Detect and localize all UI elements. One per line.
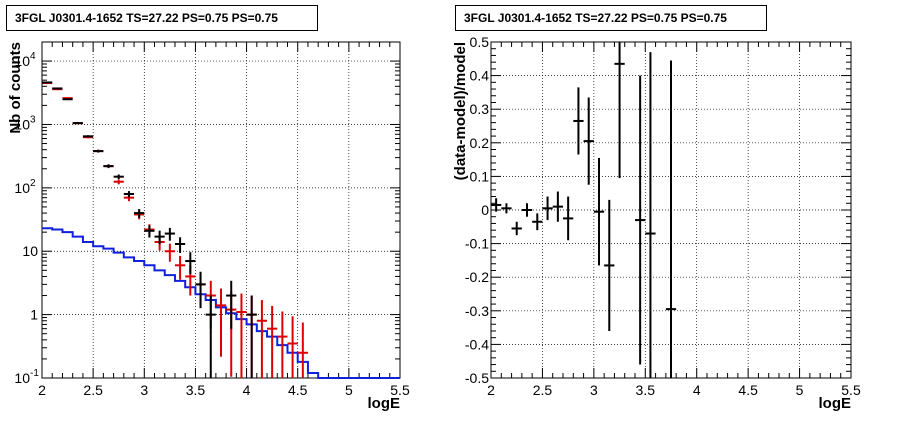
data-point xyxy=(93,149,104,153)
model-point xyxy=(236,293,247,378)
model-point xyxy=(174,255,186,280)
data-point xyxy=(123,191,135,198)
data-point xyxy=(72,122,83,125)
data-point xyxy=(226,280,237,330)
residual-point xyxy=(604,199,615,331)
residual-point xyxy=(573,87,584,155)
x-tick-label: 2 xyxy=(487,382,495,398)
x-tick-label: 2.5 xyxy=(533,382,553,398)
residual-point xyxy=(511,221,522,236)
data-point xyxy=(82,135,94,138)
y-axis-title: Nb of counts xyxy=(7,42,24,134)
y-tick-label: -0.2 xyxy=(465,269,489,285)
x-tick-label: 3 xyxy=(140,382,148,398)
model-point xyxy=(277,311,288,378)
x-tick-label: 5.5 xyxy=(841,382,861,398)
residual-point xyxy=(614,42,625,179)
residual-point xyxy=(542,196,553,221)
x-tick-label: 4 xyxy=(693,382,701,398)
y-tick-label: 0.5 xyxy=(470,34,490,50)
y-tick-label: 1 xyxy=(30,307,38,323)
y-tick-label: 0.1 xyxy=(470,168,490,184)
y-tick-label: 10 xyxy=(14,370,30,386)
data-point xyxy=(195,271,206,309)
residual-point xyxy=(645,52,656,378)
data-point xyxy=(62,98,73,101)
x-tick-label: 4.5 xyxy=(288,382,308,398)
y-tick-label: 0 xyxy=(481,202,489,218)
model-point xyxy=(215,288,227,357)
x-tick-label: 2.5 xyxy=(83,382,103,398)
model-point xyxy=(287,316,298,378)
x-tick-label: 5 xyxy=(796,382,804,398)
residual-point xyxy=(521,203,533,217)
y-tick-label: 10 xyxy=(14,53,30,69)
residual-point xyxy=(532,213,543,231)
x-tick-label: 4.5 xyxy=(738,382,758,398)
residuals-panel: 2 2.5 3 3.5 4 4.5 5 5.5 -0.5 -0.4 -0.3 -0.2 -0.1 0 0.1… xyxy=(449,0,898,421)
y-tick-label: 10 xyxy=(14,180,30,196)
plot-frame xyxy=(41,41,401,379)
residual-point xyxy=(635,75,646,365)
y-axis-title: (data-model)/model xyxy=(452,42,469,180)
y-tick-label: 0.2 xyxy=(470,135,490,151)
x-tick-label: 5 xyxy=(345,382,353,398)
y-tick-label: -0.4 xyxy=(465,336,489,352)
data-point xyxy=(154,230,165,245)
y-tick-exponent: 2 xyxy=(30,178,36,189)
data-point xyxy=(42,81,53,84)
x-axis-title: logE xyxy=(819,395,852,412)
x-tick-label: 3.5 xyxy=(186,382,206,398)
data-point xyxy=(113,174,124,180)
y-tick-label: 0.4 xyxy=(470,68,490,84)
y-tick-label: 10 xyxy=(22,243,38,259)
data-point xyxy=(164,227,175,241)
data-point xyxy=(185,252,196,275)
y-tick-label: -0.1 xyxy=(465,236,489,252)
data-point xyxy=(134,209,145,218)
data-point xyxy=(174,237,186,253)
x-tick-label: 2 xyxy=(38,382,46,398)
model-point xyxy=(113,179,124,185)
residual-point xyxy=(583,97,594,185)
model-point xyxy=(256,300,268,378)
x-tick-label: 3 xyxy=(590,382,598,398)
y-tick-label: 0.3 xyxy=(470,101,490,117)
y-tick-label: -0.3 xyxy=(465,303,489,319)
y-tick-exponent: -1 xyxy=(30,368,39,379)
y-tick-exponent: 3 xyxy=(30,114,36,125)
residual-point xyxy=(501,203,512,214)
data-point xyxy=(144,225,155,238)
x-axis-title: logE xyxy=(368,395,401,412)
y-tick-label: 10 xyxy=(14,116,30,132)
x-tick-label: 5.5 xyxy=(390,382,410,398)
residuals-chart: 2 2.5 3 3.5 4 4.5 5 5.5 -0.5 -0.4 -0.3 -0.2 -0.1 0 0.1… xyxy=(452,34,861,412)
residual-point xyxy=(593,157,605,266)
x-tick-label: 4 xyxy=(243,382,251,398)
residual-point xyxy=(665,60,677,378)
counts-panel-title: 3FGL J0301.4-1652 TS=27.22 PS=0.75 PS=0.… xyxy=(6,5,318,31)
data-point xyxy=(52,87,63,90)
data-point xyxy=(103,164,114,169)
residual-point xyxy=(491,198,502,212)
residual-point xyxy=(552,191,563,222)
residual-point xyxy=(563,196,574,241)
data-point xyxy=(246,295,257,378)
model-point xyxy=(164,243,175,262)
model-point xyxy=(297,322,308,378)
data-point xyxy=(205,295,216,378)
y-tick-exponent: 4 xyxy=(30,51,36,62)
residuals-panel-title: 3FGL J0301.4-1652 TS=27.22 PS=0.75 PS=0.… xyxy=(455,5,767,31)
counts-panel: 2 2.5 3 3.5 4 4.5 5 5.5 10 -1 1 10 10 2 10 3 10 4 logE Nb o… xyxy=(6,5,410,412)
model-point xyxy=(267,305,278,378)
y-tick-label: -0.5 xyxy=(465,370,489,386)
x-tick-label: 3.5 xyxy=(636,382,656,398)
background-model-histogram xyxy=(42,227,400,379)
